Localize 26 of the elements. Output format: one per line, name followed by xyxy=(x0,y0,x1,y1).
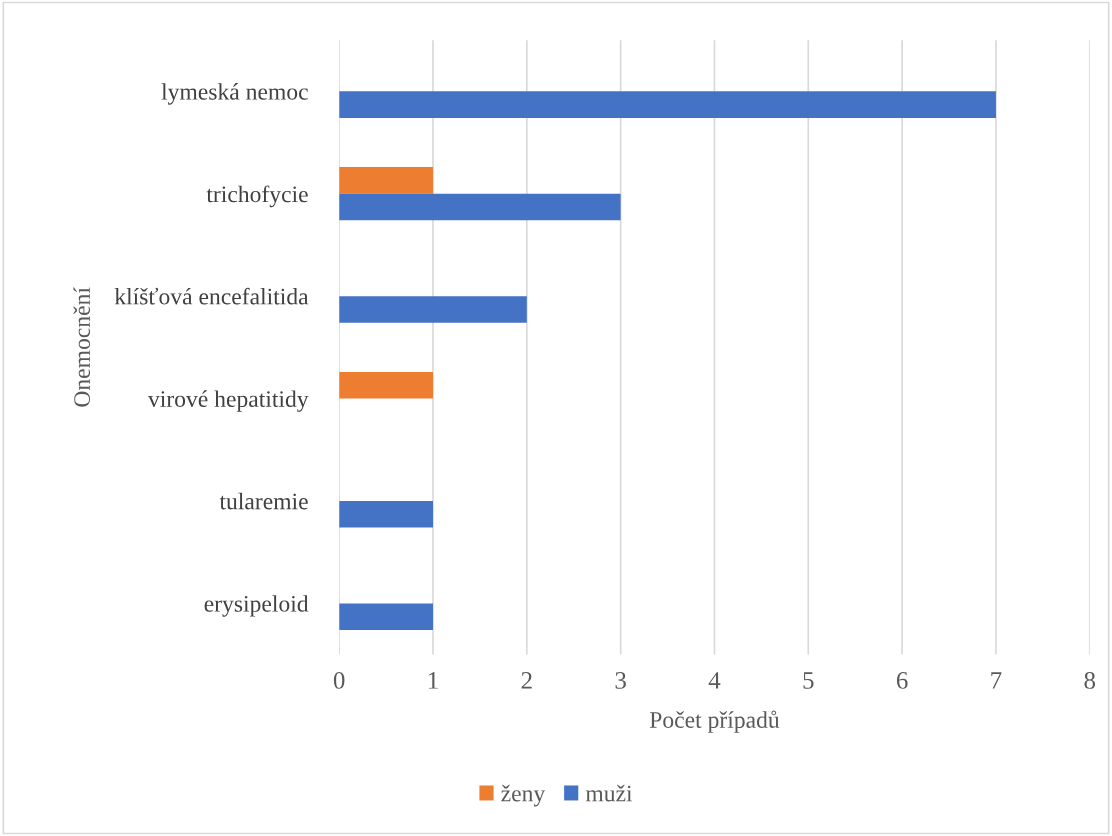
bar xyxy=(339,371,433,399)
x-tick-label: 1 xyxy=(428,672,438,689)
x-tick-label: 3 xyxy=(615,672,626,689)
x-tick-label: 5 xyxy=(803,672,814,689)
x-tick-label: 7 xyxy=(991,672,1002,689)
x-tick-label: 2 xyxy=(521,672,532,689)
y-axis-title: Onemocnění xyxy=(73,287,91,407)
y-tick-label: trichofycie xyxy=(206,185,308,208)
y-tick-label: tularemie xyxy=(219,492,308,510)
bar xyxy=(339,296,527,323)
y-tick-label: klíšťová encefalitida xyxy=(114,287,309,305)
legend-label: ženy xyxy=(501,784,546,807)
bar xyxy=(339,167,433,194)
x-tick-label: 8 xyxy=(1084,671,1096,689)
x-tick-label: 6 xyxy=(896,672,908,689)
x-tick-label: 4 xyxy=(708,672,721,689)
y-tick-label: virové hepatitidy xyxy=(147,390,309,412)
y-tick-label: lymeská nemoc xyxy=(161,83,308,105)
bar xyxy=(339,500,433,528)
x-axis-title: Počet případů xyxy=(649,710,780,733)
y-tick-label: erysipeloid xyxy=(204,595,309,617)
legend-label: muži xyxy=(585,784,633,802)
bar xyxy=(339,603,433,631)
x-tick-label: 0 xyxy=(333,671,345,689)
bar xyxy=(339,91,996,118)
bar xyxy=(339,193,621,221)
